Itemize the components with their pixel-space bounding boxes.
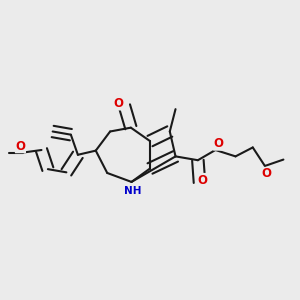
Text: O: O — [114, 97, 124, 110]
Text: O: O — [214, 137, 224, 150]
Text: O: O — [198, 173, 208, 187]
Text: NH: NH — [124, 187, 142, 196]
Text: O: O — [15, 140, 26, 153]
Text: O: O — [262, 167, 272, 180]
